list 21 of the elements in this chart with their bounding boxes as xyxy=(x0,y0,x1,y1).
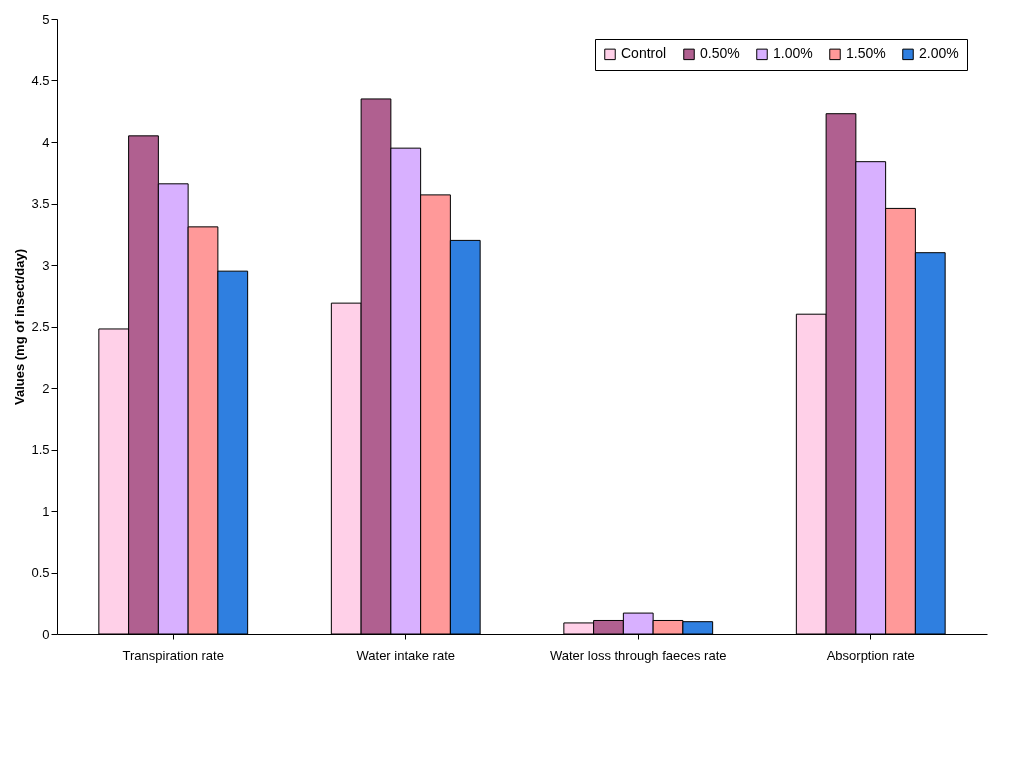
x-tick-label: Water intake rate xyxy=(356,647,456,663)
y-tick-label: 3.5 xyxy=(31,196,50,211)
legend-label: 1.00% xyxy=(773,45,813,62)
y-tick-label: 5 xyxy=(42,11,50,27)
y-axis-title: Values (mg of insect/day) xyxy=(12,248,28,406)
x-tick-label: Water loss through faeces rate xyxy=(549,647,727,663)
x-tick-label: Transpiration rate xyxy=(122,647,224,663)
legend-label: 0.50% xyxy=(700,45,740,62)
y-tick-label: 1 xyxy=(42,503,50,519)
legend-label: 1.50% xyxy=(846,45,886,62)
y-tick-label: 2.5 xyxy=(31,319,50,334)
x-tick-label: Absorption rate xyxy=(826,647,915,663)
legend-label: 2.00% xyxy=(919,45,959,62)
y-tick-label: 2 xyxy=(42,380,50,396)
y-tick-label: 4.5 xyxy=(31,73,50,88)
legend-label: Control xyxy=(621,45,667,62)
y-tick-label: 0 xyxy=(42,626,50,642)
y-tick-label: 4 xyxy=(42,134,50,150)
y-tick-label: 0.5 xyxy=(31,565,50,580)
y-tick-label: 1.5 xyxy=(31,442,50,457)
y-tick-label: 3 xyxy=(42,257,50,273)
